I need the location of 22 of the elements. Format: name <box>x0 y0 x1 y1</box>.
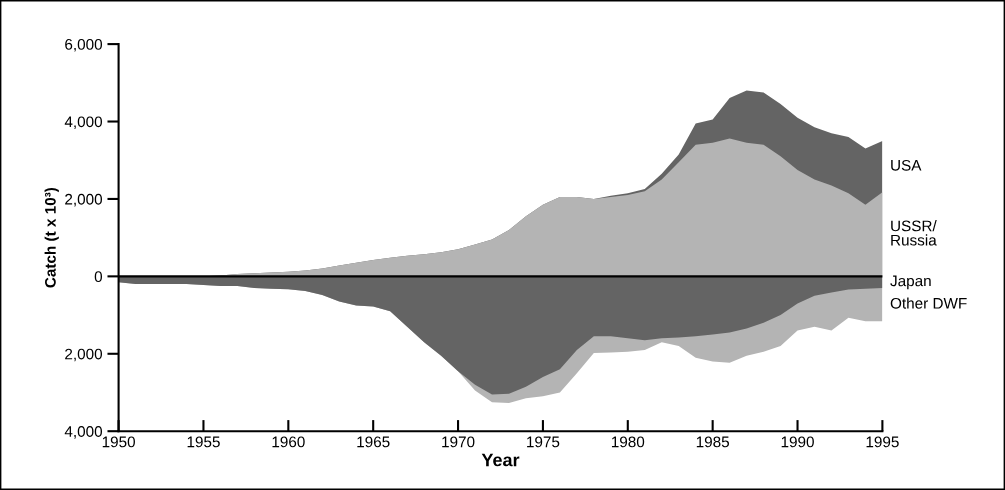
x-tick-label: 1960 <box>272 436 305 448</box>
y-tick-label: 6,000 <box>65 38 103 52</box>
series-label: Japan <box>890 275 931 290</box>
y-tick-label: 4,000 <box>64 116 103 130</box>
x-tick-label: 1965 <box>357 436 390 448</box>
x-tick-label: 1980 <box>611 436 645 448</box>
series-label: USA <box>891 159 922 171</box>
x-tick-label: 1985 <box>696 436 730 448</box>
series-label: USSR/ Russia <box>891 220 937 246</box>
series-label: Other DWF <box>890 297 967 309</box>
x-tick-label: 1970 <box>442 436 475 448</box>
y-tick-label: 2,000 <box>65 193 103 207</box>
x-tick-label: 1955 <box>187 436 220 448</box>
y-axis-title: Catch (t x 10³) <box>44 187 59 288</box>
x-axis-title: Year <box>481 453 520 467</box>
y-tick-label: 0 <box>94 271 103 283</box>
y-tick-label: 4,000 <box>64 426 103 439</box>
x-tick-label: 1995 <box>866 436 899 448</box>
x-tick-label: 1950 <box>102 436 135 448</box>
x-tick-label: 1990 <box>781 436 814 448</box>
y-tick-label: 2,000 <box>65 348 103 362</box>
x-tick-label: 1975 <box>527 436 560 448</box>
